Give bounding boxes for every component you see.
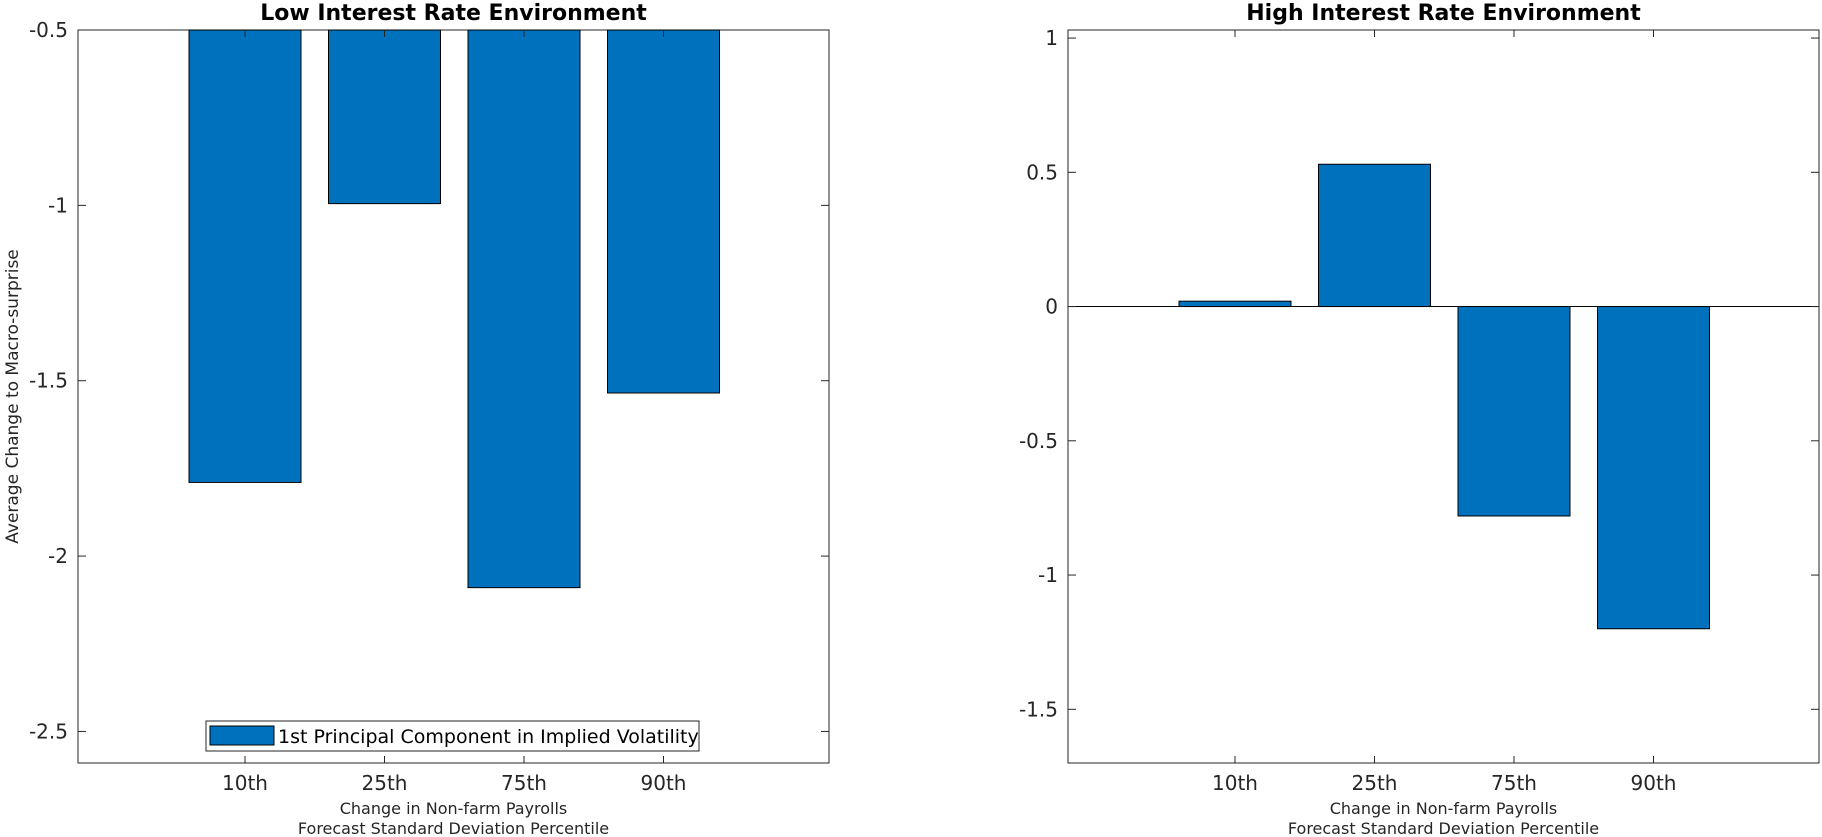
plot-frame	[77, 29, 830, 764]
legend: 1st Principal Component in Implied Volat…	[205, 720, 700, 752]
bar-75th	[467, 29, 581, 589]
bar-25th	[1318, 163, 1431, 308]
bar-75th	[1457, 306, 1571, 517]
y-tick-label: -0.5	[29, 18, 68, 42]
x-axis-label: Change in Non-farm Payrolls	[1330, 799, 1558, 818]
chart-1: Low Interest Rate Environment 10th 25th 75t…	[3, 1, 830, 837]
plot-frame	[1067, 29, 1820, 764]
y-tick-label: -2	[48, 544, 68, 568]
y-tick-label: -1.5	[29, 369, 68, 393]
y-tick-label: -1	[48, 193, 68, 217]
bar-90th	[607, 29, 720, 394]
x-tick-label: 10th	[1212, 771, 1258, 795]
x-tick-label: 10th	[222, 771, 268, 795]
y-tick-label: 0.5	[1026, 160, 1058, 184]
chart-title: Low Interest Rate Environment	[260, 1, 647, 26]
bar-90th	[1597, 306, 1710, 630]
x-axis-label: Forecast Standard Deviation Percentile	[1288, 819, 1599, 837]
legend-box	[205, 720, 700, 752]
x-axis-label: Forecast Standard Deviation Percentile	[298, 819, 609, 837]
y-tick-label: -0.5	[1019, 429, 1058, 453]
bar-10th	[1178, 300, 1292, 308]
x-tick-label: 90th	[1631, 771, 1677, 795]
y-tick-label: 1	[1045, 26, 1058, 50]
x-tick-label: 75th	[1491, 771, 1537, 795]
x-tick-label: 90th	[641, 771, 687, 795]
chart-2: High Interest Rate Environment 10th 25th 75…	[1019, 1, 1820, 837]
y-axis-label: Average Change to Macro-surprise	[3, 249, 23, 544]
bar-25th	[328, 29, 441, 205]
x-tick-label: 25th	[1352, 771, 1398, 795]
chart-title: High Interest Rate Environment	[1246, 1, 1641, 26]
legend-swatch	[209, 725, 275, 746]
y-tick-label: -2.5	[29, 719, 68, 743]
y-tick-label: -1.5	[1019, 697, 1058, 721]
legend-label: 1st Principal Component in Implied Volat…	[278, 726, 699, 748]
y-tick-label: -1	[1038, 563, 1058, 587]
bar-10th	[188, 29, 302, 483]
y-tick-label: 0	[1045, 295, 1058, 319]
x-axis-label: Change in Non-farm Payrolls	[340, 799, 568, 818]
x-tick-label: 75th	[501, 771, 547, 795]
x-tick-label: 25th	[362, 771, 408, 795]
